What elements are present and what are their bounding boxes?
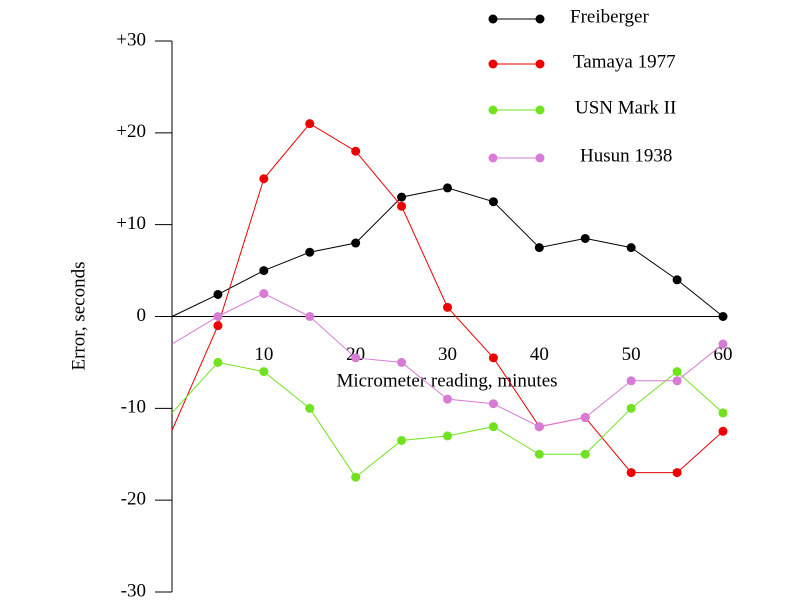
data-point: [718, 408, 728, 418]
data-point: [443, 431, 452, 441]
x-tick-label: 30: [438, 344, 457, 365]
data-point: [672, 468, 682, 478]
x-tick-label: 10: [254, 344, 273, 365]
data-point: [626, 403, 636, 413]
data-point: [626, 376, 636, 386]
data-point: [672, 275, 682, 285]
legend-marker: [488, 14, 498, 24]
data-point: [443, 183, 452, 193]
data-point: [259, 289, 269, 299]
y-tick-label: -20: [121, 489, 146, 510]
data-point: [397, 192, 407, 202]
legend-label: Husun 1938: [580, 145, 672, 166]
legend-marker: [488, 105, 498, 115]
data-point: [305, 312, 315, 321]
data-point: [534, 449, 544, 459]
data-point: [351, 238, 361, 248]
y-tick-label: +20: [116, 121, 146, 142]
data-point: [259, 367, 269, 377]
y-axis-label: Error, seconds: [68, 262, 89, 371]
data-point: [213, 357, 223, 367]
legend-marker: [535, 153, 545, 163]
data-point: [259, 174, 269, 184]
y-tick-label: -10: [121, 397, 146, 418]
data-point: [580, 413, 590, 423]
data-point: [305, 247, 315, 257]
data-point: [626, 243, 636, 253]
legend-label: Freiberger: [570, 6, 649, 27]
y-tick-label: +30: [116, 29, 146, 50]
x-tick-label: 50: [622, 344, 641, 365]
legend-marker: [535, 105, 545, 115]
y-tick-label: -30: [121, 580, 146, 600]
data-point: [351, 353, 361, 363]
legend-marker: [488, 59, 498, 69]
data-point: [718, 339, 728, 349]
legend-marker: [535, 59, 545, 69]
data-point: [213, 312, 223, 321]
legend-label: USN Mark II: [575, 97, 676, 118]
data-point: [534, 422, 544, 432]
data-point: [718, 312, 728, 321]
data-point: [397, 435, 407, 445]
data-point: [718, 426, 728, 436]
data-point: [305, 119, 315, 129]
legend-label: Tamaya 1977: [573, 51, 676, 72]
y-tick-label: 0: [137, 305, 147, 326]
data-point: [488, 197, 498, 207]
data-point: [626, 468, 636, 478]
data-point: [488, 399, 498, 409]
data-point: [672, 376, 682, 386]
data-point: [213, 289, 223, 299]
data-point: [351, 146, 361, 156]
data-point: [580, 449, 590, 459]
data-point: [213, 321, 223, 331]
x-tick-label: 40: [530, 344, 549, 365]
data-point: [397, 201, 407, 211]
data-point: [259, 266, 269, 276]
data-point: [443, 394, 452, 404]
data-point: [488, 422, 498, 432]
data-point: [672, 367, 682, 377]
data-point: [305, 403, 315, 413]
data-point: [351, 472, 361, 482]
data-point: [443, 302, 452, 312]
legend-marker: [488, 153, 498, 163]
data-point: [580, 233, 590, 243]
data-point: [534, 243, 544, 253]
y-tick-label: +10: [116, 213, 146, 234]
data-point: [488, 353, 498, 363]
x-axis-label: Micrometer reading, minutes: [336, 370, 557, 391]
x-tick-label: 60: [714, 344, 733, 365]
legend-marker: [535, 14, 545, 24]
data-point: [397, 357, 407, 367]
